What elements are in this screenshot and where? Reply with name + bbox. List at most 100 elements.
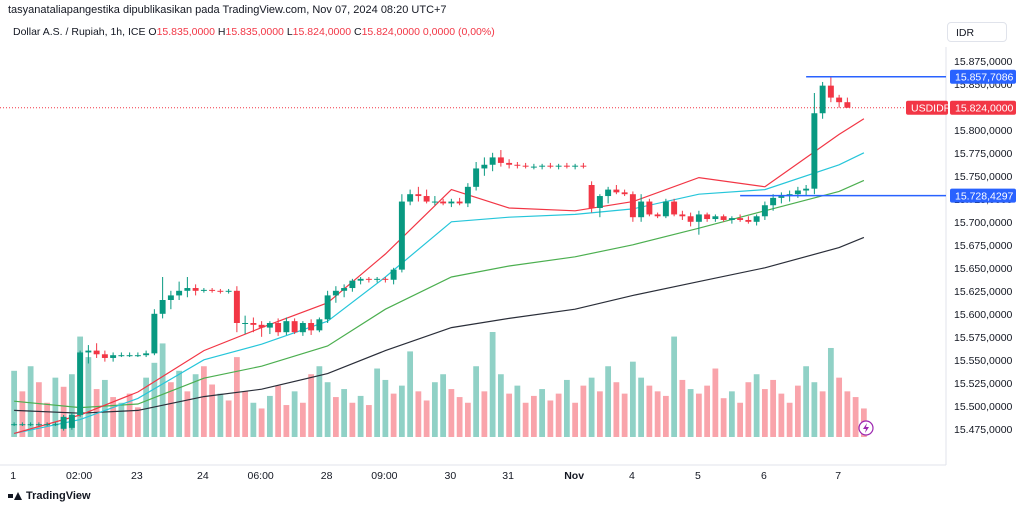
volume-bar <box>778 393 785 437</box>
volume-bar <box>671 336 678 437</box>
volume-bar <box>555 393 562 437</box>
candle-body <box>563 165 570 167</box>
candle-body <box>233 290 240 323</box>
candle-body <box>275 323 282 333</box>
volume-bar <box>712 368 719 437</box>
candle-body <box>266 323 273 328</box>
ema-200-line <box>14 236 865 414</box>
volume-bar <box>621 393 628 437</box>
volume-bar <box>811 382 818 437</box>
volume-bar <box>654 391 661 437</box>
publish-caption: tasyanataliapangestika dipublikasikan pa… <box>8 4 447 16</box>
ema-50-line <box>13 152 865 434</box>
volume-bar <box>266 395 273 437</box>
candle-body <box>695 214 702 222</box>
volume-bar <box>283 405 290 437</box>
candle-body <box>52 424 59 426</box>
candle-body <box>357 278 364 281</box>
volume-bar <box>11 370 18 437</box>
y-tick-label: 15.700,0000 <box>954 217 1013 229</box>
y-tick-label: 15.600,0000 <box>954 309 1013 321</box>
candle-body <box>844 102 851 108</box>
volume-bar <box>217 393 224 437</box>
candle-body <box>341 288 348 291</box>
candle-body <box>200 289 207 291</box>
volume-bar <box>481 391 488 437</box>
last-price-symbol-tag-bg <box>906 100 948 115</box>
x-tick-label: 23 <box>131 470 143 482</box>
candle-body <box>836 97 843 103</box>
volume-bar <box>803 366 810 437</box>
currency-selector[interactable]: IDR <box>947 22 1007 42</box>
volume-bar <box>299 402 306 437</box>
candle-body <box>93 350 100 355</box>
volume-bar <box>316 366 323 437</box>
candle-body <box>365 278 372 280</box>
volume-bar <box>242 391 249 437</box>
volume-bar <box>530 395 537 437</box>
x-tick-label: 24 <box>197 470 209 482</box>
volume-bar <box>192 374 199 437</box>
volume-bar <box>456 397 463 437</box>
y-tick-label: 15.875,0000 <box>954 56 1013 68</box>
candle-body <box>258 324 265 328</box>
volume-bar <box>68 374 75 437</box>
volume-bar <box>398 385 405 437</box>
volume-bar <box>770 379 777 437</box>
candle-body <box>85 350 92 353</box>
x-tick-label: 31 <box>502 470 514 482</box>
volume-bar <box>431 382 438 437</box>
bolt-icon-glyph <box>863 423 869 433</box>
volume-bar <box>745 382 752 437</box>
candle-body <box>588 185 595 208</box>
candle-body <box>638 201 645 218</box>
volume-bar <box>646 385 653 437</box>
x-tick-label: Nov <box>564 470 584 482</box>
volume-bar <box>563 379 570 437</box>
volume-bar <box>572 402 579 437</box>
volume-bar <box>382 379 389 437</box>
volume-bar <box>786 402 793 437</box>
candle-body <box>704 214 711 220</box>
candle-body <box>126 355 133 357</box>
tradingview-brand[interactable]: TradingView <box>8 490 91 502</box>
y-tick-label: 15.800,0000 <box>954 125 1013 137</box>
candle-body <box>398 201 405 270</box>
candle-body <box>60 416 67 429</box>
candle-body <box>489 157 496 165</box>
y-tick-label: 15.625,0000 <box>954 286 1013 298</box>
tradingview-logo-icon <box>8 491 22 501</box>
candle-body <box>110 355 117 358</box>
resistance-price-tag: 15.857,7086 <box>955 72 1014 84</box>
resistance-price-tag-bg <box>950 69 1016 84</box>
candle-body <box>324 295 331 320</box>
volume-bar <box>258 408 265 437</box>
brand-name: TradingView <box>26 490 91 502</box>
candle-body <box>448 201 455 204</box>
candle-body <box>192 288 199 291</box>
volume-bar <box>52 377 59 437</box>
volume-bar <box>605 366 612 437</box>
volume-bar <box>836 377 843 437</box>
candle-body <box>242 323 249 324</box>
candle-body <box>308 323 315 331</box>
volume-bar <box>225 400 232 437</box>
candle-body <box>530 166 537 168</box>
candle-body <box>250 323 257 325</box>
volume-bar <box>365 405 372 437</box>
volume-bar <box>679 379 686 437</box>
x-tick-label: 30 <box>445 470 457 482</box>
candle-body <box>390 269 397 280</box>
candle-body <box>382 278 389 280</box>
candle-body <box>662 201 669 217</box>
volume-bar <box>547 400 554 437</box>
volume-bar <box>629 361 636 437</box>
candle-body <box>555 165 562 167</box>
low-value: 15.824,0000 <box>292 26 352 38</box>
candle-body <box>143 353 150 356</box>
candle-body <box>415 194 422 197</box>
x-tick-label: 5 <box>695 470 701 482</box>
volume-bar <box>489 332 496 437</box>
open-value: 15.835,0000 <box>156 26 215 38</box>
